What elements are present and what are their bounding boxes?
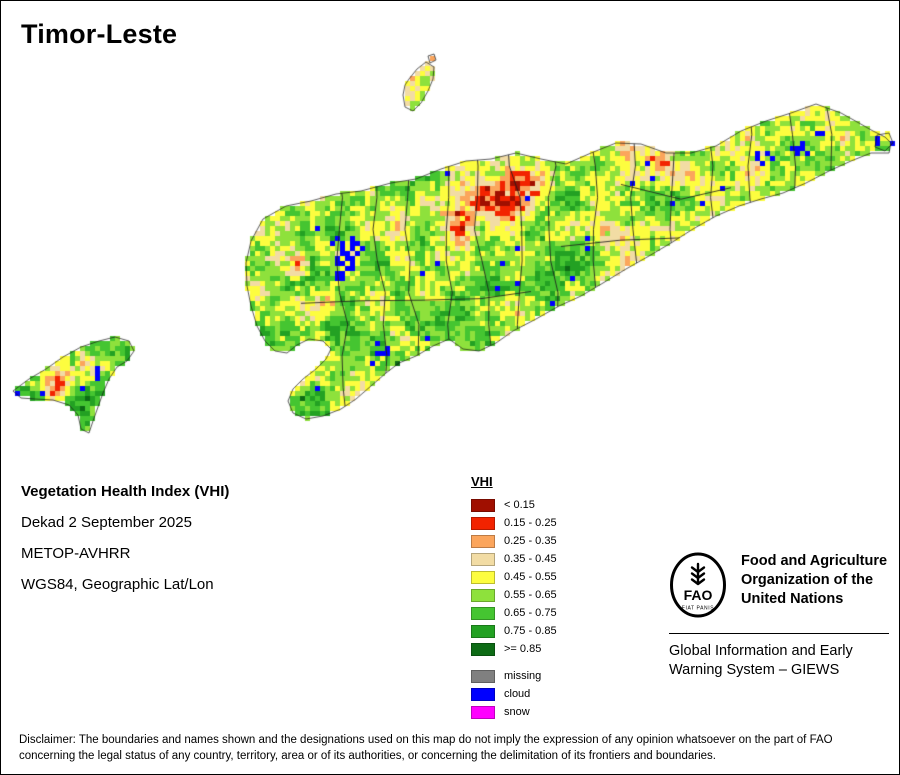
wheat-icon xyxy=(690,562,706,586)
disclaimer-text: Disclaimer: The boundaries and names sho… xyxy=(19,734,833,762)
fao-logo-motto: FIAT PANIS xyxy=(682,606,714,612)
map-product-label: Vegetation Health Index (VHI) xyxy=(21,483,230,500)
legend-row: 0.75 - 0.85 xyxy=(471,622,557,640)
legend-swatch xyxy=(471,669,495,683)
fao-logo-oval xyxy=(670,552,726,618)
map-projection-label: WGS84, Geographic Lat/Lon xyxy=(21,576,214,593)
fao-block: FAO FIAT PANIS Food and Agriculture Orga… xyxy=(669,552,899,618)
legend-row: missing xyxy=(471,667,557,685)
legend-swatch xyxy=(471,588,495,602)
legend-class-label: 0.45 - 0.55 xyxy=(504,571,557,583)
fao-logo-letters: FAO xyxy=(684,587,713,603)
legend-swatch xyxy=(471,606,495,620)
legend-swatch xyxy=(471,624,495,638)
legend-row: 0.45 - 0.55 xyxy=(471,568,557,586)
legend-row: 0.65 - 0.75 xyxy=(471,604,557,622)
legend-row: 0.35 - 0.45 xyxy=(471,550,557,568)
legend-class-label: 0.15 - 0.25 xyxy=(504,517,557,529)
legend-swatch xyxy=(471,687,495,701)
fao-name-label: Food and Agriculture Organization of the… xyxy=(741,553,888,607)
legend-swatch xyxy=(471,642,495,656)
legend-row: >= 0.85 xyxy=(471,640,557,658)
map-sensor-label: METOP-AVHRR xyxy=(21,545,131,562)
legend-class-label: missing xyxy=(504,670,542,682)
legend-class-label: snow xyxy=(504,706,530,718)
legend-class-label: cloud xyxy=(504,688,531,700)
legend-swatch xyxy=(471,516,495,530)
page-title: Timor-Leste xyxy=(21,19,178,49)
map-dekad-label: Dekad 2 September 2025 xyxy=(21,514,192,531)
legend-row: 0.55 - 0.65 xyxy=(471,586,557,604)
map-info-block: Vegetation Health Index (VHI) Dekad 2 Se… xyxy=(21,483,229,607)
legend-title: VHI xyxy=(471,474,493,489)
legend-row: snow xyxy=(471,703,557,721)
vhi-map-canvas xyxy=(1,1,899,471)
fao-logo-icon: FAO FIAT PANIS xyxy=(670,552,726,618)
legend-class-list: < 0.15 0.15 - 0.25 0.25 - 0.35 0.35 - 0.45 0… xyxy=(471,496,557,658)
giews-label: Global Information and Early Warning Sys… xyxy=(669,643,853,678)
legend-swatch xyxy=(471,705,495,719)
legend-swatch xyxy=(471,570,495,584)
vhi-legend: VHI < 0.15 0.15 - 0.25 0.25 - 0.35 0.35 - 0… xyxy=(471,474,557,721)
legend-class-label: 0.55 - 0.65 xyxy=(504,589,557,601)
legend-class-label: 0.75 - 0.85 xyxy=(504,625,557,637)
legend-row: 0.25 - 0.35 xyxy=(471,532,557,550)
legend-class-label: 0.25 - 0.35 xyxy=(504,535,557,547)
legend-class-label: >= 0.85 xyxy=(504,643,542,655)
legend-row: cloud xyxy=(471,685,557,703)
legend-swatch xyxy=(471,534,495,548)
legend-swatch xyxy=(471,552,495,566)
legend-row: 0.15 - 0.25 xyxy=(471,514,557,532)
legend-swatch xyxy=(471,498,495,512)
legend-class-label: 0.65 - 0.75 xyxy=(504,607,557,619)
legend-class-label: < 0.15 xyxy=(504,499,535,511)
fao-divider xyxy=(669,633,889,634)
legend-extra-class-list: missing cloud snow xyxy=(471,667,557,721)
legend-row: < 0.15 xyxy=(471,496,557,514)
legend-class-label: 0.35 - 0.45 xyxy=(504,553,557,565)
